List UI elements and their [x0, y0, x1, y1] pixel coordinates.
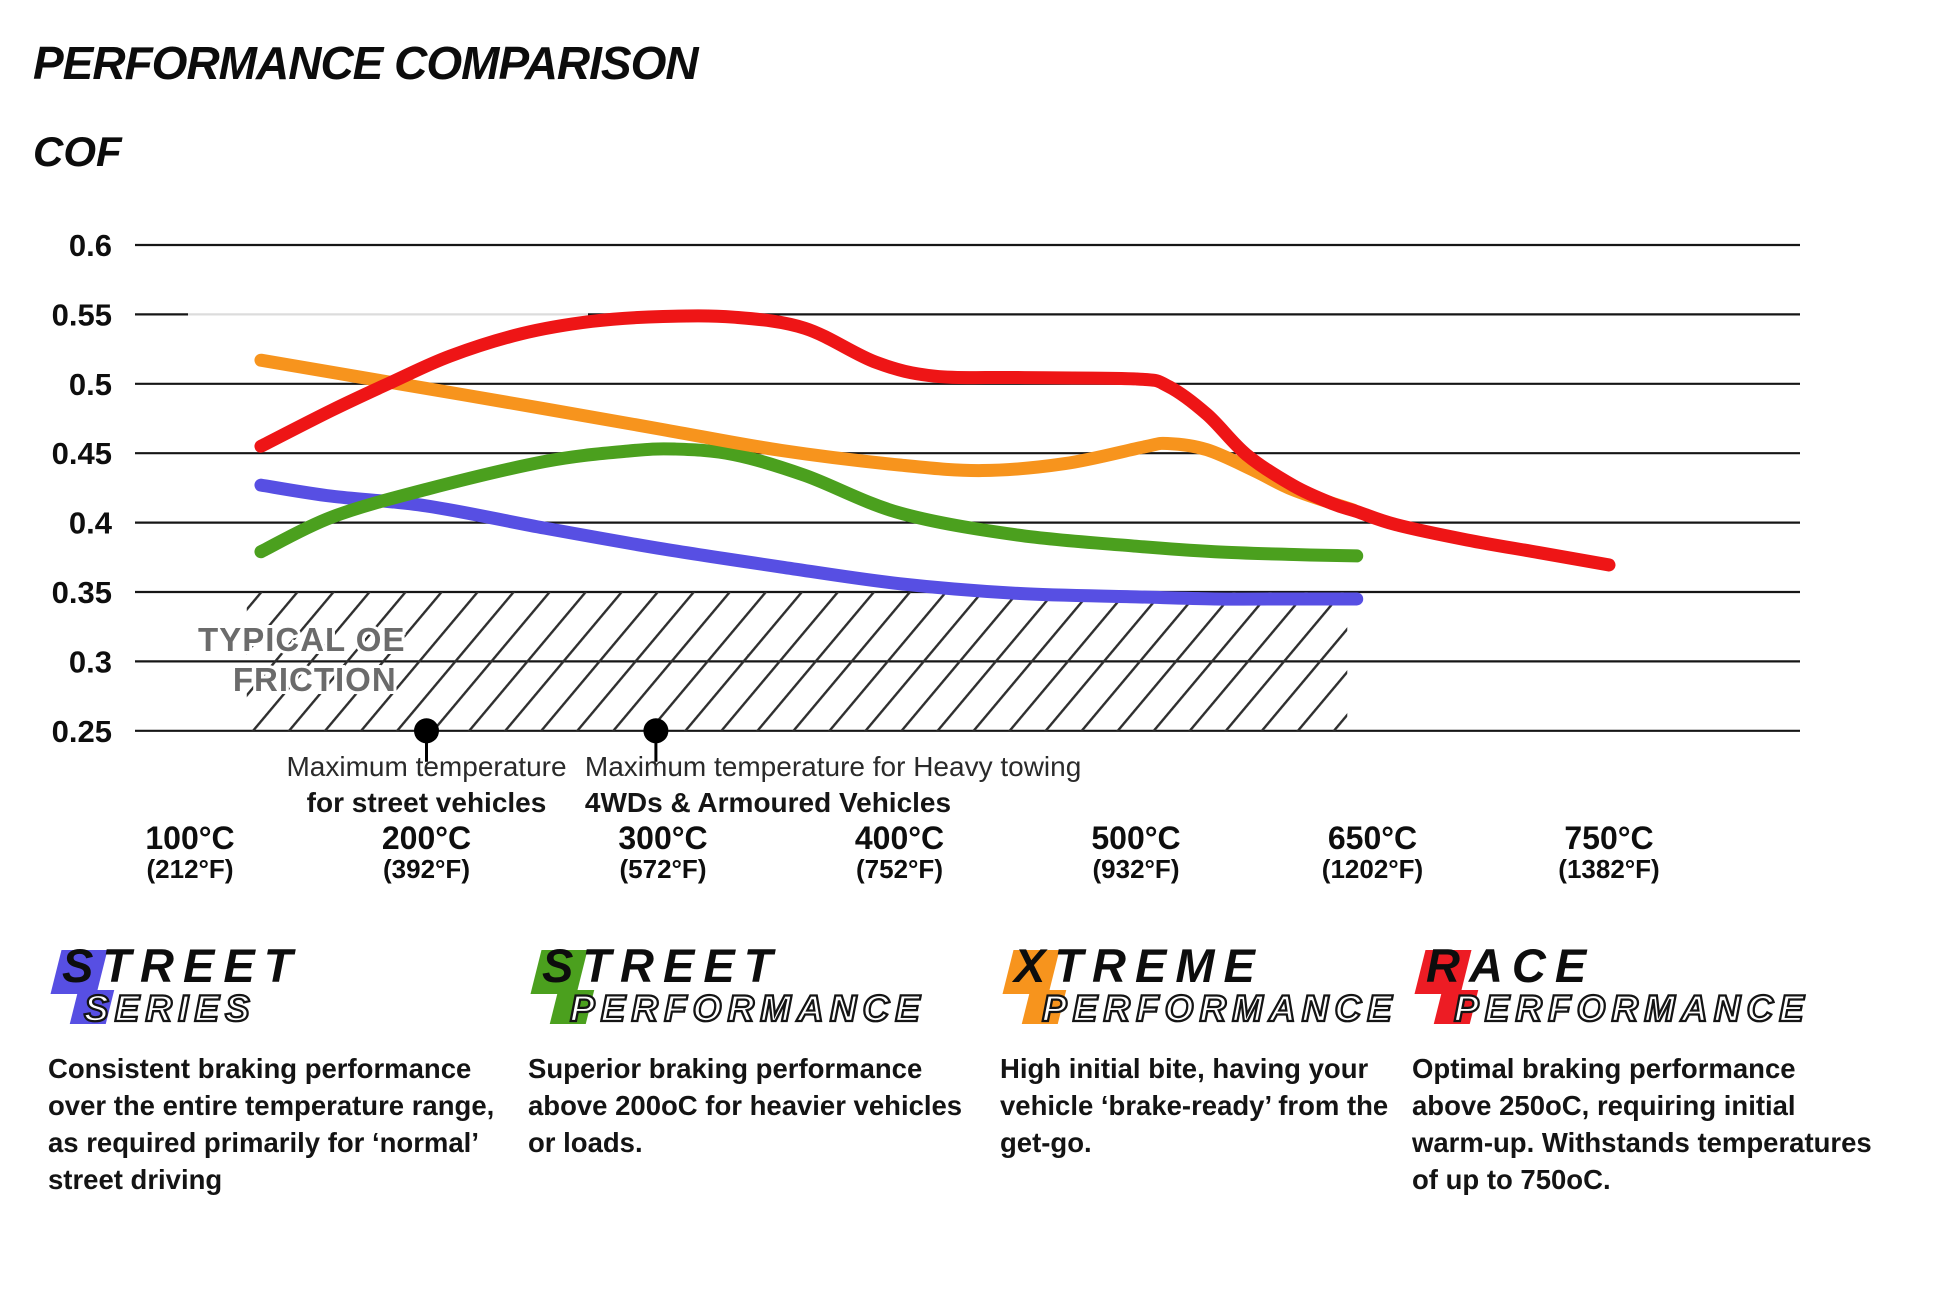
brand-word-1: RACE — [1426, 939, 1596, 992]
annotation-line1: Maximum temperature — [286, 751, 566, 782]
curve-xtreme-performance — [254, 353, 1361, 517]
y-axis-label: 0.55 — [52, 297, 112, 332]
race-performance-logo: RACE PERFORMANCE — [1412, 939, 1882, 1034]
legend-street-performance: STREET PERFORMANCE Superior braking perf… — [528, 939, 998, 1161]
street-series-description: Consistent braking performance over the … — [48, 1053, 495, 1195]
max-temp-dot-1 — [414, 718, 439, 744]
typical-oe-friction-band — [246, 592, 1348, 731]
annotation-line2: for street vehicles — [307, 787, 547, 818]
x-tick-fahrenheit: (572°F) — [620, 854, 707, 884]
y-axis-label: 0.3 — [69, 644, 112, 679]
brand-word-2: PERFORMANCE — [569, 987, 926, 1030]
x-tick-fahrenheit: (752°F) — [856, 854, 943, 884]
brand-word-2: PERFORMANCE — [1041, 987, 1398, 1030]
oe-band-label-line2: FRICTION — [233, 661, 397, 698]
max-temp-dot-2 — [643, 718, 669, 744]
brand-word-2: PERFORMANCE — [1453, 987, 1810, 1030]
annotation-line2: 4WDs & Armoured Vehicles — [585, 787, 951, 818]
curve-street-series — [254, 478, 1364, 606]
x-tick-fahrenheit: (932°F) — [1093, 854, 1180, 884]
brand-word-1: STREET — [542, 939, 782, 992]
brand-word-2: SERIES — [83, 987, 256, 1030]
race-performance-description: Optimal braking performance above 250oC,… — [1412, 1053, 1872, 1195]
x-tick-fahrenheit: (392°F) — [383, 854, 470, 884]
oe-band-label-line1: TYPICAL OE — [198, 621, 405, 658]
legend-street-series: STREET SERIES Consistent braking perform… — [48, 939, 518, 1198]
x-tick-fahrenheit: (1202°F) — [1322, 854, 1423, 884]
xtreme-performance-logo: XTREME PERFORMANCE — [1000, 939, 1470, 1034]
annotation-line1: Maximum temperature for Heavy towing — [585, 751, 1081, 782]
watermark-smudge — [188, 300, 588, 329]
brand-word-1: XTREME — [1014, 939, 1264, 992]
curve-street-performance — [254, 442, 1364, 563]
brand-word-1: STREET — [62, 939, 302, 992]
xtreme-performance-description: High initial bite, having your vehicle ‘… — [1000, 1053, 1389, 1158]
y-axis-label: 0.5 — [69, 367, 112, 402]
legend-xtreme-performance: XTREME PERFORMANCE High initial bite, ha… — [1000, 939, 1470, 1161]
y-axis-label: 0.4 — [69, 506, 113, 541]
cof-temperature-chart: 0.6 0.55 0.5 0.45 0.4 0.35 0.3 0.25 TYPICAL OEFR… — [52, 228, 1800, 884]
y-axis-title: COF — [33, 128, 122, 175]
x-tick-celsius: 650°C — [1328, 820, 1417, 856]
x-tick-celsius: 750°C — [1564, 820, 1653, 856]
curve-race-performance — [254, 309, 1616, 572]
street-performance-description: Superior braking performance above 200oC… — [528, 1053, 963, 1158]
y-axis-label: 0.35 — [52, 575, 112, 610]
x-tick-celsius: 200°C — [382, 820, 471, 856]
page-title: PERFORMANCE COMPARISON — [33, 37, 699, 89]
y-axis-label: 0.25 — [52, 714, 112, 749]
y-axis-label: 0.6 — [69, 228, 112, 263]
street-performance-logo: STREET PERFORMANCE — [528, 939, 998, 1034]
x-tick-celsius: 100°C — [145, 820, 234, 856]
x-tick-celsius: 300°C — [618, 820, 707, 856]
y-axis-label: 0.45 — [52, 436, 112, 471]
legend-race-performance: RACE PERFORMANCE Optimal braking perform… — [1412, 939, 1882, 1198]
x-tick-fahrenheit: (212°F) — [147, 854, 234, 884]
x-tick-celsius: 400°C — [855, 820, 944, 856]
street-series-logo: STREET SERIES — [48, 939, 518, 1034]
x-tick-fahrenheit: (1382°F) — [1558, 854, 1659, 884]
x-tick-celsius: 500°C — [1091, 820, 1180, 856]
